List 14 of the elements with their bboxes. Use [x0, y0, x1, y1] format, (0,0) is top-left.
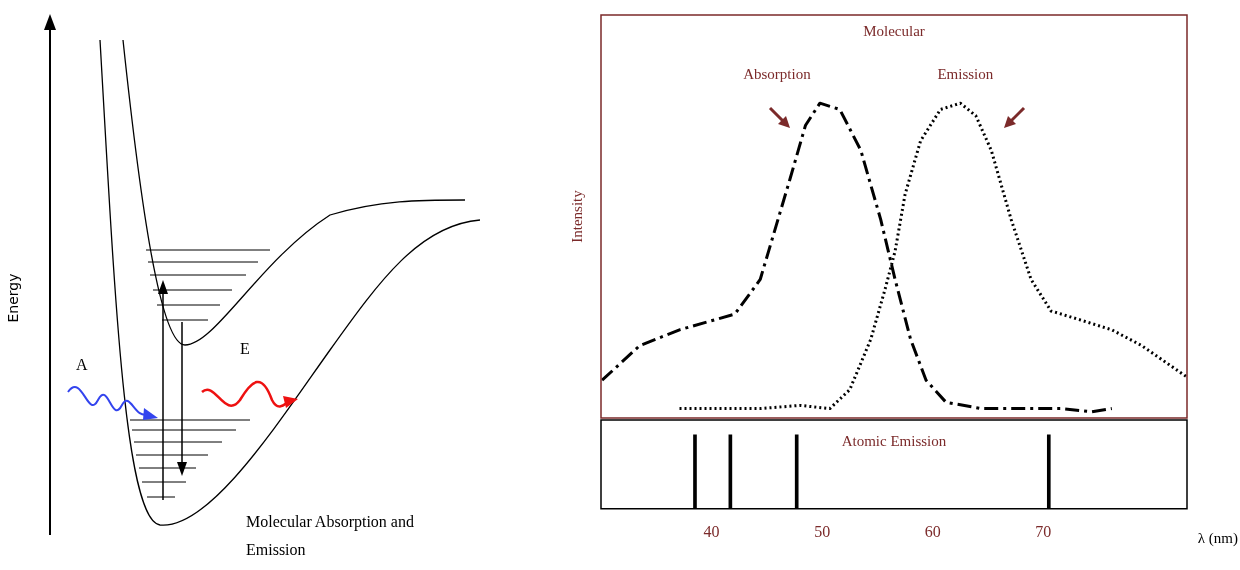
series-label: Emission	[937, 66, 994, 83]
text: E	[240, 340, 250, 358]
x-tick-label: 50	[814, 522, 831, 540]
chart-title: Atomic Emission	[841, 432, 947, 449]
chart-title: Molecular	[863, 22, 925, 39]
x-tick-label: 40	[703, 522, 720, 540]
y-axis-title: Intensity	[568, 189, 585, 243]
text: Molecular Absorption and Emission	[246, 512, 415, 560]
text: Energy	[4, 273, 21, 323]
x-tick-label: 70	[1035, 522, 1052, 540]
series-label: Absorption	[743, 66, 812, 83]
text: A	[76, 356, 88, 374]
x-axis-title: λ (nm)	[1197, 529, 1238, 547]
x-tick-label: 60	[924, 522, 941, 540]
